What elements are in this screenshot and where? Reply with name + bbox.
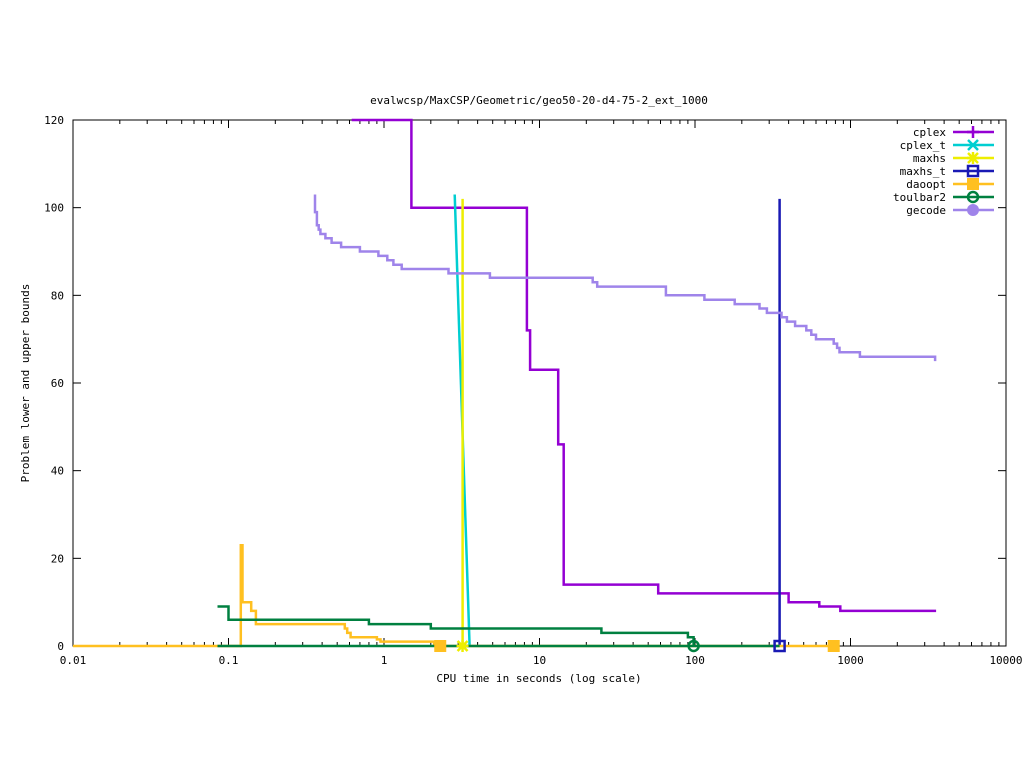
y-tick-label: 60 [51,377,64,390]
y-tick-label: 20 [51,552,64,565]
x-tick-label: 10 [533,654,546,667]
legend-marker-gecode [967,204,979,216]
x-tick-label: 0.01 [60,654,87,667]
marker-shape [967,178,979,190]
marker-shape [434,640,447,652]
marker-stroke [967,139,979,151]
legend-marker-daoopt [967,178,979,190]
legend-label-cplex_t: cplex_t [900,139,946,152]
legend-label-toulbar2: toulbar2 [893,191,946,204]
axes: 0.01 0.1 1 10 100 1000 10000 0 20 40 60 80 100 120 [44,114,1022,667]
y-tick-label: 120 [44,114,64,127]
marker-stroke [967,152,979,164]
marker-shape [773,639,786,653]
legend-marker-cplex [967,126,979,138]
legend-marker-maxhs [967,152,979,164]
data-marker-daoopt [827,640,840,652]
legend-marker-toulbar2 [966,190,980,204]
data-marker-daoopt [434,640,447,652]
legend: cplexcplex_tmaxhsmaxhs_tdaoopttoulbar2ge… [893,126,994,217]
marker-shape [966,190,980,204]
chart-title: evalwcsp/MaxCSP/Geometric/geo50-20-d4-75… [370,94,708,107]
series-line-cplex [351,118,937,613]
series-line-daoopt [73,543,834,648]
x-tick-label: 0.1 [219,654,239,667]
legend-label-daoopt: daoopt [906,178,946,191]
marker-stroke [456,640,469,652]
legend-marker-cplex_t [967,139,979,151]
data-marker-toulbar2 [687,639,700,653]
y-tick-label: 100 [44,202,64,215]
x-axis-label: CPU time in seconds (log scale) [436,672,641,685]
y-tick-label: 0 [57,640,64,653]
series-line-toulbar2 [217,605,695,646]
legend-label-maxhs: maxhs [913,152,946,165]
marker-shape [967,204,979,216]
x-tick-label: 1000 [837,654,864,667]
legend-label-maxhs_t: maxhs_t [900,165,946,178]
plot-area [73,118,937,653]
x-tick-label: 100 [685,654,705,667]
x-tick-label: 10000 [989,654,1022,667]
series-line-gecode [313,194,937,362]
marker-shape [966,164,980,178]
y-tick-label: 80 [51,289,64,302]
legend-label-cplex: cplex [913,126,946,139]
data-marker-maxhs_t [773,639,786,653]
x-tick-label: 1 [381,654,388,667]
legend-marker-maxhs_t [966,164,980,178]
marker-shape [687,639,700,653]
plot-frame [72,119,1007,647]
marker-shape [827,640,840,652]
y-tick-label: 40 [51,465,64,478]
legend-label-gecode: gecode [906,204,946,217]
y-axis-label: Problem lower and upper bounds [19,284,32,483]
data-marker-maxhs [456,640,469,652]
